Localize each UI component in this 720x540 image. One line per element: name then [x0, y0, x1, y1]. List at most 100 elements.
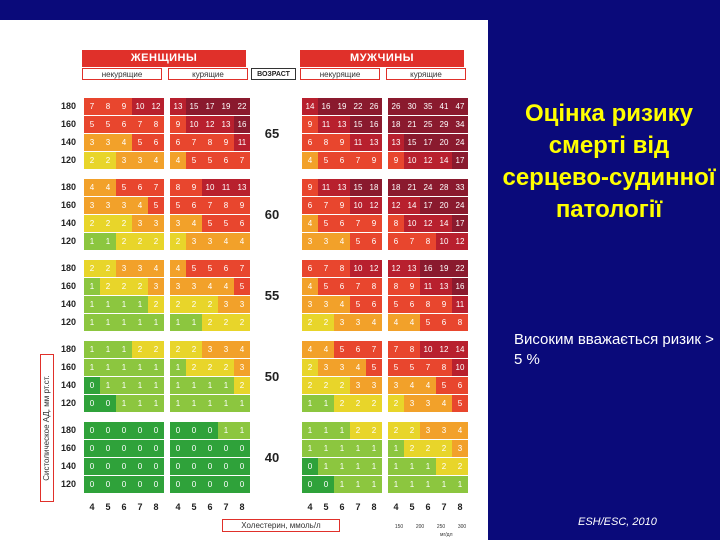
risk-cell: 14 — [436, 215, 452, 232]
risk-cell: 6 — [302, 197, 318, 214]
risk-note: Високим вважається ризик > 5 % — [514, 331, 714, 368]
risk-cell: 5 — [186, 260, 202, 277]
risk-cell: 0 — [218, 440, 234, 457]
risk-cell: 1 — [84, 233, 100, 250]
risk-cell: 0 — [170, 422, 186, 439]
risk-cell: 1 — [218, 377, 234, 394]
risk-cell: 6 — [218, 152, 234, 169]
risk-cell: 3 — [148, 215, 164, 232]
sbp-label: 120 — [60, 317, 76, 327]
risk-cell: 13 — [170, 98, 186, 115]
risk-cell: 0 — [148, 458, 164, 475]
risk-cell: 1 — [436, 476, 452, 493]
risk-cell: 1 — [218, 395, 234, 412]
risk-cell: 14 — [404, 197, 420, 214]
risk-cell: 2 — [318, 314, 334, 331]
sbp-label: 180 — [60, 425, 76, 435]
risk-cell: 5 — [148, 197, 164, 214]
risk-cell: 10 — [350, 197, 366, 214]
risk-cell: 0 — [234, 458, 250, 475]
sbp-label: 160 — [60, 443, 76, 453]
risk-cell: 6 — [132, 179, 148, 196]
risk-cell: 9 — [366, 215, 382, 232]
risk-cell: 9 — [116, 98, 132, 115]
risk-cell: 9 — [302, 116, 318, 133]
risk-cell: 29 — [436, 116, 452, 133]
risk-cell: 19 — [218, 98, 234, 115]
risk-cell: 4 — [84, 179, 100, 196]
sbp-label: 160 — [60, 362, 76, 372]
risk-cell: 3 — [116, 260, 132, 277]
risk-cell: 4 — [334, 233, 350, 250]
risk-cell: 9 — [366, 152, 382, 169]
risk-cell: 30 — [404, 98, 420, 115]
risk-cell: 1 — [148, 359, 164, 376]
risk-cell: 41 — [436, 98, 452, 115]
risk-cell: 2 — [170, 296, 186, 313]
risk-cell: 5 — [452, 395, 468, 412]
risk-cell: 3 — [84, 197, 100, 214]
risk-cell: 5 — [404, 359, 420, 376]
risk-cell: 0 — [132, 422, 148, 439]
risk-cell: 1 — [100, 296, 116, 313]
risk-cell: 4 — [170, 152, 186, 169]
mg-tick: 200 — [415, 524, 425, 530]
risk-cell: 7 — [350, 215, 366, 232]
risk-cell: 3 — [302, 296, 318, 313]
risk-cell: 1 — [334, 476, 350, 493]
risk-cell: 11 — [420, 278, 436, 295]
risk-cell: 4 — [350, 359, 366, 376]
risk-cell: 1 — [334, 422, 350, 439]
risk-cell: 0 — [84, 422, 100, 439]
risk-cell: 9 — [404, 278, 420, 295]
risk-cell: 7 — [366, 341, 382, 358]
risk-cell: 3 — [388, 377, 404, 394]
risk-cell: 16 — [318, 98, 334, 115]
risk-cell: 12 — [366, 197, 382, 214]
sbp-label: 140 — [60, 218, 76, 228]
risk-cell: 5 — [318, 215, 334, 232]
risk-cell: 2 — [334, 377, 350, 394]
risk-cell: 1 — [84, 341, 100, 358]
risk-cell: 1 — [170, 314, 186, 331]
risk-cell: 1 — [350, 476, 366, 493]
risk-cell: 9 — [388, 152, 404, 169]
risk-cell: 14 — [302, 98, 318, 115]
risk-cell: 1 — [170, 359, 186, 376]
risk-cell: 1 — [420, 458, 436, 475]
mg-tick: 150 — [394, 524, 404, 530]
risk-cell: 2 — [84, 152, 100, 169]
risk-cell: 3 — [186, 233, 202, 250]
risk-cell: 4 — [404, 377, 420, 394]
risk-cell: 0 — [148, 440, 164, 457]
risk-cell: 0 — [148, 476, 164, 493]
risk-cell: 10 — [350, 260, 366, 277]
risk-cell: 5 — [234, 278, 250, 295]
risk-cell: 1 — [132, 314, 148, 331]
risk-cell: 3 — [436, 422, 452, 439]
cholesterol-tick: 5 — [323, 502, 329, 512]
risk-cell: 2 — [218, 359, 234, 376]
sbp-label: 140 — [60, 461, 76, 471]
risk-cell: 28 — [436, 179, 452, 196]
risk-cell: 1 — [116, 314, 132, 331]
risk-cell: 3 — [218, 296, 234, 313]
age-label: 40 — [264, 450, 280, 465]
risk-cell: 4 — [452, 422, 468, 439]
risk-cell: 17 — [420, 197, 436, 214]
risk-cell: 5 — [436, 377, 452, 394]
risk-cell: 1 — [170, 395, 186, 412]
risk-cell: 0 — [84, 440, 100, 457]
risk-cell: 2 — [334, 395, 350, 412]
risk-cell: 3 — [302, 233, 318, 250]
risk-cell: 2 — [218, 314, 234, 331]
risk-cell: 8 — [404, 341, 420, 358]
risk-cell: 33 — [452, 179, 468, 196]
risk-cell: 1 — [148, 314, 164, 331]
risk-cell: 1 — [100, 233, 116, 250]
risk-cell: 6 — [186, 197, 202, 214]
risk-cell: 24 — [452, 134, 468, 151]
risk-cell: 1 — [84, 278, 100, 295]
risk-cell: 8 — [452, 314, 468, 331]
risk-cell: 1 — [132, 359, 148, 376]
